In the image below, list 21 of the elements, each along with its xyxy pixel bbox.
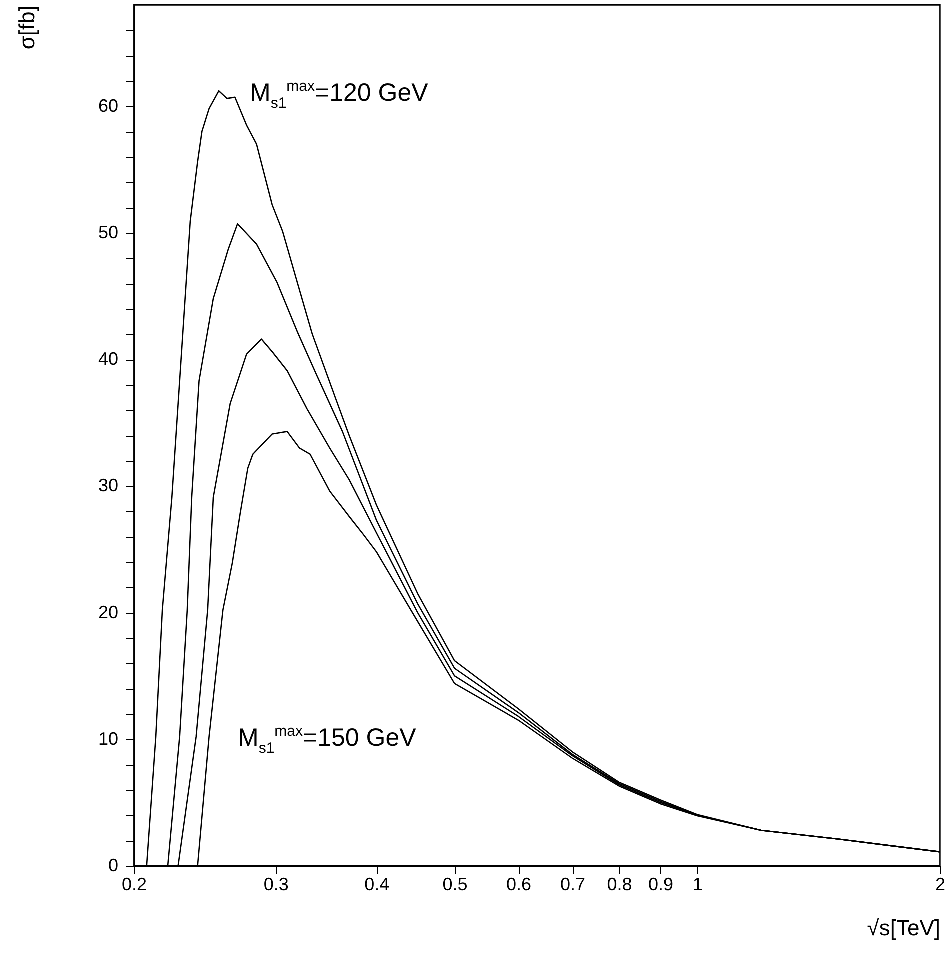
annotation: M$_{s1}$$^{max}$=150 GeV <box>238 723 417 757</box>
x-tick-label: 0.2 <box>122 874 148 894</box>
y-tick-label: 40 <box>98 349 118 370</box>
y-tick-label: 0 <box>108 856 118 876</box>
x-tick-label: 0.7 <box>560 874 586 894</box>
y-tick-label: 50 <box>98 222 118 242</box>
y-tick-label: 30 <box>98 476 118 496</box>
x-tick-label: 2 <box>935 874 946 894</box>
x-tick-label: 0.8 <box>607 874 632 894</box>
x-tick-label: 1 <box>692 874 703 894</box>
y-tick-label: 60 <box>98 96 118 116</box>
x-axis-title: √s[TeV] <box>867 916 940 940</box>
y-axis-title: σ[fb] <box>14 6 40 50</box>
x-tick-label: 0.4 <box>364 874 390 894</box>
annotation: M$_{s1}$$^{max}$=120 GeV <box>250 78 429 112</box>
y-tick-label: 10 <box>98 728 118 749</box>
y-tick-label: 20 <box>98 602 118 622</box>
x-tick-label: 0.6 <box>506 874 532 894</box>
x-tick-label: 0.5 <box>442 874 468 894</box>
x-tick-label: 0.3 <box>264 874 289 894</box>
x-tick-label: 0.9 <box>648 874 674 894</box>
